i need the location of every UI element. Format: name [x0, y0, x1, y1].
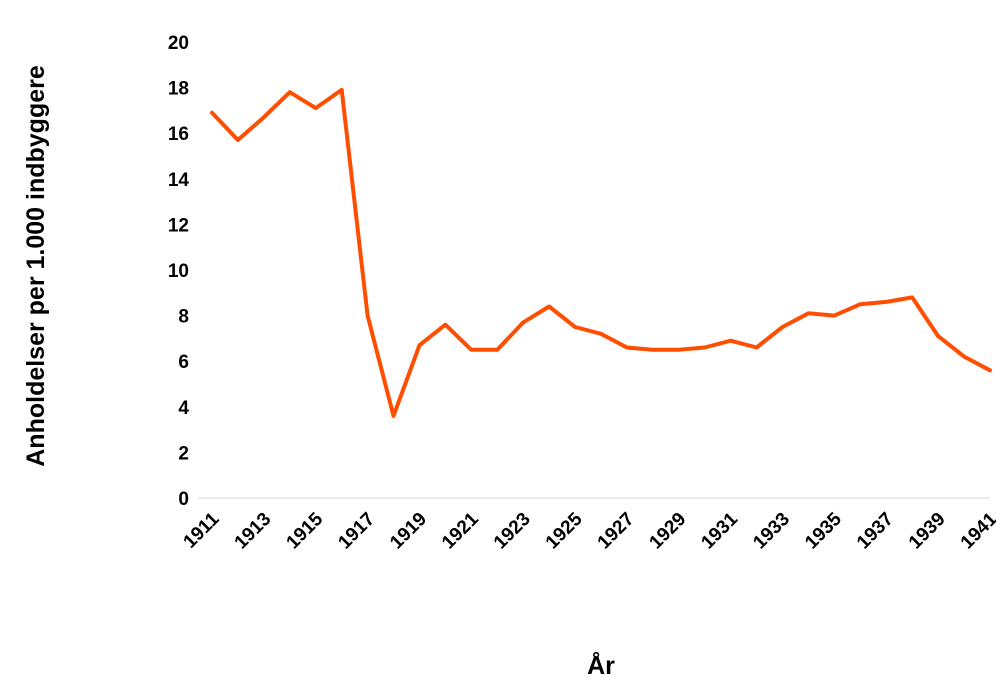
- x-tick-label: 1923: [490, 509, 535, 554]
- y-tick-label: 10: [168, 261, 189, 282]
- x-tick-label: 1917: [334, 509, 379, 554]
- x-tick-label: 1911: [180, 508, 224, 552]
- y-tick-label: 8: [178, 307, 189, 328]
- x-tick-label: 1935: [801, 508, 846, 553]
- y-axis-ticks: 0 2 4 6 8 10 12 14 16 18 20: [168, 33, 190, 510]
- x-tick-label: 1929: [646, 509, 691, 554]
- y-axis-title: Anholdelser per 1.000 indbyggere: [22, 65, 50, 467]
- x-tick-label: 1915: [283, 508, 328, 553]
- y-tick-label: 0: [178, 489, 189, 510]
- y-tick-label: 4: [178, 398, 189, 419]
- x-tick-label: 1925: [542, 508, 587, 553]
- x-tick-label: 1933: [749, 509, 794, 554]
- x-tick-label: 1937: [853, 509, 898, 554]
- series-line: [210, 87, 992, 418]
- x-tick-label: 1939: [905, 509, 950, 554]
- x-axis-title: År: [587, 651, 615, 680]
- y-tick-label: 18: [168, 79, 189, 100]
- x-axis-ticks: 1911 1913 1915 1917 1919 1921 1923 1925 1927 1929…: [180, 508, 996, 553]
- x-tick-label: 1927: [594, 509, 639, 554]
- y-tick-label: 20: [168, 33, 189, 54]
- x-tick-label: 1931: [697, 508, 742, 553]
- x-tick-label: 1921: [438, 508, 483, 553]
- y-tick-label: 2: [178, 443, 189, 464]
- x-tick-label: 1941: [957, 508, 996, 553]
- x-tick-label: 1919: [386, 509, 431, 554]
- x-tick-label: 1913: [231, 509, 276, 554]
- y-tick-label: 16: [168, 124, 189, 145]
- y-tick-label: 12: [168, 215, 189, 236]
- y-tick-label: 6: [178, 352, 189, 373]
- y-tick-label: 14: [168, 170, 190, 191]
